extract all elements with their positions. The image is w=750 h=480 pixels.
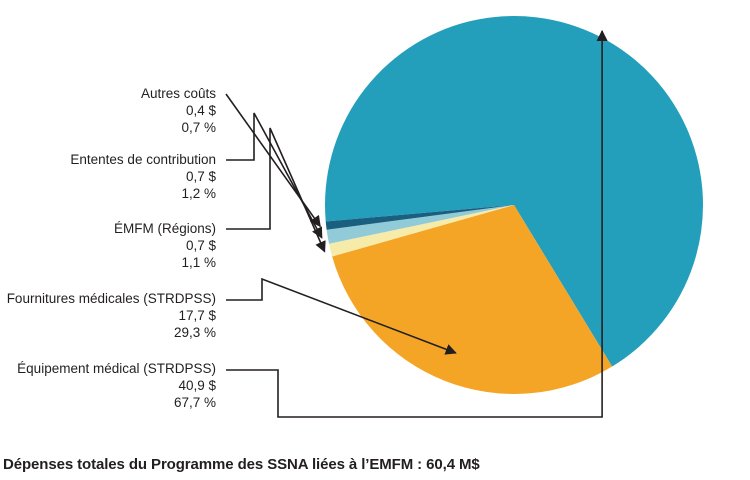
label-name-equipement-medical-strdpss: Équipement médical (STRDPSS) <box>17 361 216 376</box>
pie-slice-ententes-de-contribution <box>326 205 514 244</box>
label-percent-ententes-de-contribution: 1,2 % <box>181 186 216 201</box>
label-value-fournitures-medicales-strdpss: 17,7 $ <box>178 308 216 323</box>
chart-caption: Dépenses totales du Programme des SSNA l… <box>3 456 480 473</box>
pie-slice-emfm-regions <box>329 205 514 257</box>
pie-slice-autres-couts <box>325 205 514 230</box>
pie-slice-fournitures-medicales-strdpss <box>332 205 613 395</box>
label-percent-fournitures-medicales-strdpss: 29,3 % <box>174 325 216 340</box>
label-name-emfm-regions: ÉMFM (Régions) <box>114 221 216 236</box>
leader-line-emfm-regions <box>226 127 326 253</box>
leader-line-equipement-medical-strdpss <box>226 29 608 418</box>
leader-line-ententes-de-contribution <box>226 112 323 239</box>
label-value-ententes-de-contribution: 0,7 $ <box>186 169 217 184</box>
label-percent-emfm-regions: 1,1 % <box>181 255 216 270</box>
leader-line-fournitures-medicales-strdpss <box>226 277 457 355</box>
label-value-equipement-medical-strdpss: 40,9 $ <box>178 378 216 393</box>
label-name-autres-couts: Autres coûts <box>141 86 216 101</box>
pie-chart: Autres coûts 0,4 $ 0,7 % Ententes de contri… <box>7 16 704 418</box>
label-percent-autres-couts: 0,7 % <box>181 120 216 135</box>
label-value-autres-couts: 0,4 $ <box>186 103 217 118</box>
pie-slice-equipement-medical-strdpss <box>325 16 704 367</box>
pie-labels: Autres coûts 0,4 $ 0,7 % Ententes de contri… <box>7 86 217 410</box>
pie-slices <box>325 16 704 395</box>
label-percent-equipement-medical-strdpss: 67,7 % <box>174 395 216 410</box>
label-value-emfm-regions: 0,7 $ <box>186 238 217 253</box>
label-name-fournitures-medicales-strdpss: Fournitures médicales (STRDPSS) <box>7 291 216 306</box>
leader-lines <box>225 29 608 418</box>
label-name-ententes-de-contribution: Ententes de contribution <box>70 152 216 167</box>
